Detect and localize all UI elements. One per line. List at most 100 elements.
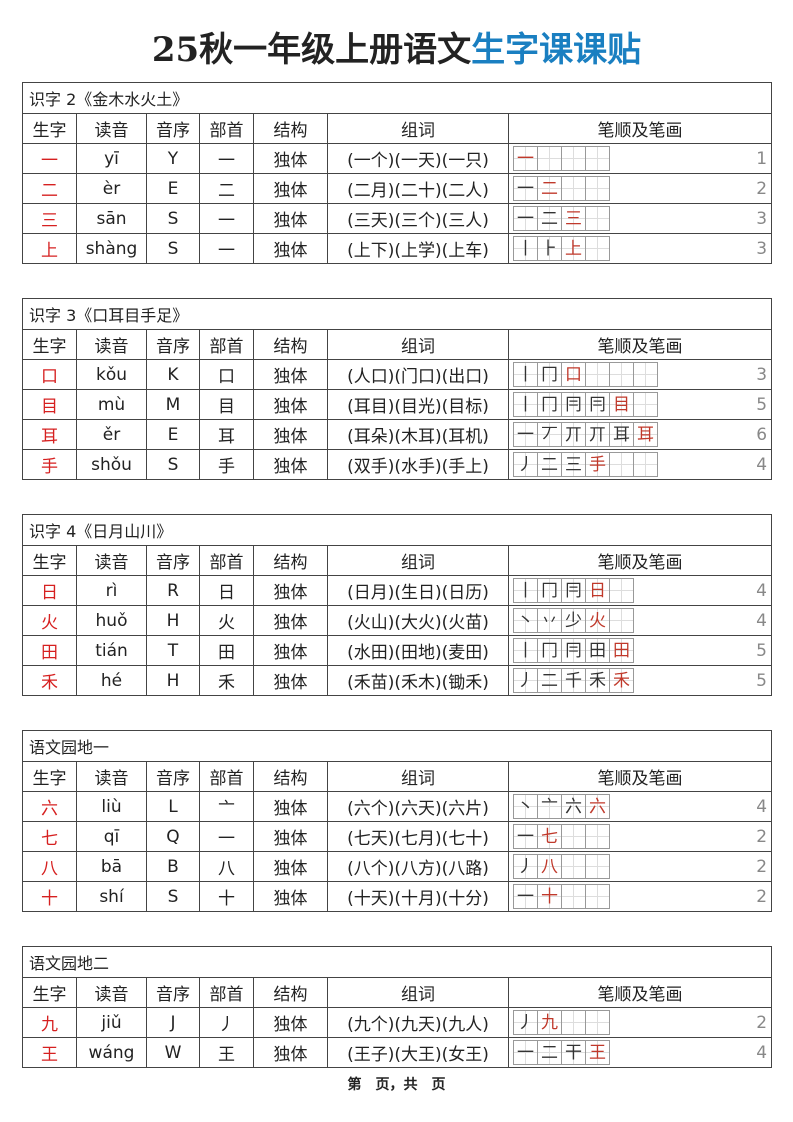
column-header: 结构 bbox=[253, 977, 328, 1008]
stroke-box: 二 bbox=[537, 668, 562, 693]
structure: 独体 bbox=[253, 851, 328, 882]
stroke-box: 亠 bbox=[537, 794, 562, 819]
stroke-box: 一 bbox=[513, 1040, 538, 1065]
stroke-order: 一二三 3 bbox=[507, 203, 773, 234]
structure: 独体 bbox=[253, 203, 328, 234]
char-row: 七 qī Q 一独体 (七天)(七月)(七十) 一七 2 bbox=[22, 821, 773, 852]
column-header: 笔顺及笔画 bbox=[507, 113, 773, 144]
stroke-order: 一七 2 bbox=[507, 821, 773, 852]
stroke-order: 丶亠六六 4 bbox=[507, 791, 773, 822]
stroke-box: 一 bbox=[513, 824, 538, 849]
words: (上下)(上学)(上车) bbox=[327, 233, 509, 264]
character: 日 bbox=[22, 575, 77, 606]
stroke-box: 丿 bbox=[513, 668, 538, 693]
stroke-box: 丶 bbox=[513, 794, 538, 819]
pinyin: rì bbox=[76, 575, 147, 606]
section-title-row: 语文园地二 bbox=[21, 946, 773, 978]
radical: 一 bbox=[199, 203, 254, 234]
stroke-box: 王 bbox=[585, 1040, 610, 1065]
stroke-count: 2 bbox=[756, 1013, 768, 1033]
stroke-box: 一 bbox=[513, 422, 538, 447]
character: 六 bbox=[22, 791, 77, 822]
character: 二 bbox=[22, 173, 77, 204]
stroke-box: 丨 bbox=[513, 392, 538, 417]
words: (八个)(八方)(八路) bbox=[327, 851, 509, 882]
character: 禾 bbox=[22, 665, 77, 696]
section-title: 识字 3《口耳目手足》 bbox=[21, 298, 773, 330]
stroke-box bbox=[609, 608, 634, 633]
words: (六个)(六天)(六片) bbox=[327, 791, 509, 822]
pinyin: huǒ bbox=[76, 605, 147, 636]
stroke-box bbox=[585, 824, 610, 849]
stroke-box: 丨 bbox=[513, 236, 538, 261]
character: 三 bbox=[22, 203, 77, 234]
stroke-box: 十 bbox=[537, 884, 562, 909]
words: (水田)(田地)(麦田) bbox=[327, 635, 509, 666]
header-row: 生字 读音 音序 部首 结构 组词 笔顺及笔画 bbox=[22, 545, 772, 576]
radical: 亠 bbox=[199, 791, 254, 822]
section-title: 语文园地一 bbox=[21, 730, 773, 762]
structure: 独体 bbox=[253, 665, 328, 696]
section-table: 语文园地二 生字 读音 音序 部首 结构 组词 笔顺及笔画九 jiǔ J 丿独体 (九个)(九天)(九… bbox=[21, 946, 773, 1068]
stroke-order: 一十 2 bbox=[507, 881, 773, 912]
stroke-count: 3 bbox=[756, 239, 768, 259]
column-header: 音序 bbox=[146, 761, 200, 792]
column-header: 笔顺及笔画 bbox=[508, 545, 772, 576]
section-table: 识字 4《日月山川》 生字 读音 音序 部首 结构 组词 笔顺及笔画日 rì R 日独体 (日月)(生… bbox=[22, 514, 772, 696]
char-row: 三 sān S 一独体 (三天)(三个)(三人) 一二三 3 bbox=[22, 203, 773, 234]
stroke-order: 丿二三手 4 bbox=[507, 449, 773, 480]
stroke-count: 3 bbox=[756, 209, 768, 229]
radical: 手 bbox=[199, 449, 254, 480]
initial: H bbox=[146, 605, 200, 636]
stroke-count: 4 bbox=[756, 797, 768, 817]
stroke-box: 丆 bbox=[537, 422, 562, 447]
radical: 火 bbox=[199, 605, 254, 636]
structure: 独体 bbox=[253, 419, 328, 450]
char-row: 八 bā B 八独体 (八个)(八方)(八路) 丿八 2 bbox=[22, 851, 773, 882]
initial: T bbox=[146, 635, 200, 666]
initial: R bbox=[146, 575, 200, 606]
structure: 独体 bbox=[253, 575, 328, 606]
radical: 田 bbox=[199, 635, 254, 666]
structure: 独体 bbox=[253, 359, 328, 390]
stroke-box bbox=[633, 392, 658, 417]
words: (七天)(七月)(七十) bbox=[327, 821, 509, 852]
column-header: 笔顺及笔画 bbox=[507, 761, 773, 792]
stroke-box bbox=[633, 452, 658, 477]
words: (九个)(九天)(九人) bbox=[327, 1007, 509, 1038]
radical: 丿 bbox=[199, 1007, 254, 1038]
stroke-count: 3 bbox=[756, 365, 768, 385]
stroke-order: 一二干王 4 bbox=[507, 1037, 773, 1068]
stroke-box bbox=[561, 176, 586, 201]
char-row: 九 jiǔ J 丿独体 (九个)(九天)(九人) 丿九 2 bbox=[22, 1007, 773, 1038]
stroke-count: 2 bbox=[756, 887, 768, 907]
character: 八 bbox=[22, 851, 77, 882]
section-title: 语文园地二 bbox=[21, 946, 773, 978]
stroke-box bbox=[585, 854, 610, 879]
section-title-row: 识字 4《日月山川》 bbox=[22, 514, 772, 546]
stroke-box: 一 bbox=[513, 884, 538, 909]
column-header: 组词 bbox=[327, 545, 509, 576]
stroke-box: 冃 bbox=[585, 392, 610, 417]
stroke-box: 口 bbox=[561, 362, 586, 387]
initial: H bbox=[146, 665, 200, 696]
stroke-box: 丨 bbox=[513, 362, 538, 387]
stroke-box: 耳 bbox=[633, 422, 658, 447]
char-row: 王 wáng W 王独体 (王子)(大王)(女王) 一二干王 4 bbox=[22, 1037, 773, 1068]
stroke-order: 丨冂口 3 bbox=[507, 359, 773, 390]
column-header: 部首 bbox=[199, 545, 254, 576]
stroke-count: 5 bbox=[756, 641, 767, 661]
stroke-box: 七 bbox=[537, 824, 562, 849]
stroke-order: 丨冂冃冃目 5 bbox=[507, 389, 773, 420]
char-row: 口 kǒu K 口独体 (人口)(门口)(出口) 丨冂口 3 bbox=[22, 359, 773, 390]
column-header: 生字 bbox=[22, 113, 77, 144]
words: (王子)(大王)(女王) bbox=[327, 1037, 509, 1068]
initial: J bbox=[146, 1007, 200, 1038]
character: 口 bbox=[22, 359, 77, 390]
stroke-box bbox=[585, 884, 610, 909]
char-row: 十 shí S 十独体 (十天)(十月)(十分) 一十 2 bbox=[22, 881, 773, 912]
stroke-order: 一二 2 bbox=[507, 173, 773, 204]
stroke-box: 三 bbox=[561, 452, 586, 477]
